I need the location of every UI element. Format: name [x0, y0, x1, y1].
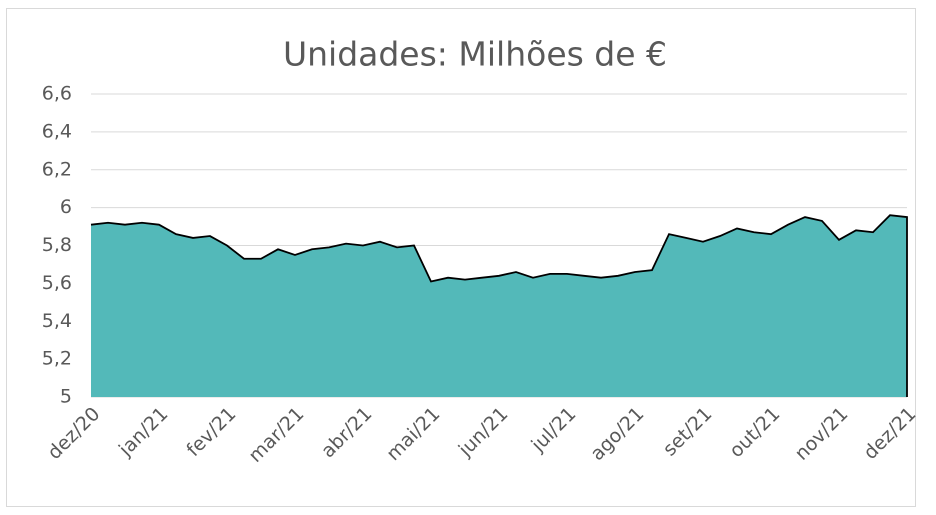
- y-tick-label: 5: [60, 386, 72, 408]
- area: [91, 215, 907, 397]
- y-tick-label: 5,6: [42, 272, 72, 294]
- y-tick-label: 6,2: [42, 158, 72, 180]
- chart-title: Unidades: Milhões de €: [283, 35, 667, 74]
- y-tick-label: 6,6: [42, 83, 72, 105]
- y-tick-label: 5,8: [42, 234, 72, 256]
- y-tick-label: 5,4: [42, 310, 72, 332]
- y-tick-label: 6,4: [42, 120, 72, 142]
- y-tick-label: 6: [60, 196, 72, 218]
- y-tick-label: 5,2: [42, 348, 72, 370]
- area-line: [90, 214, 908, 397]
